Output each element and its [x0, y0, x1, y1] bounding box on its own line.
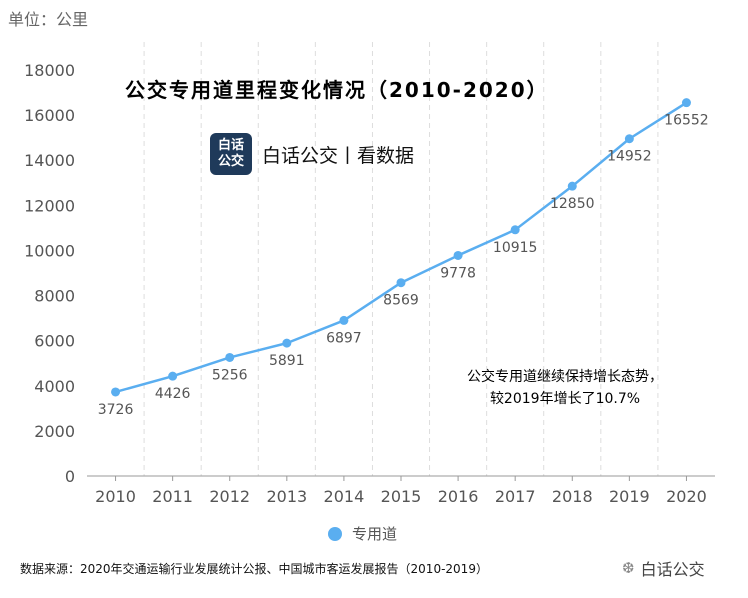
data-label: 4426 [155, 386, 191, 402]
y-tick-label: 0 [65, 467, 75, 486]
brand-logo-line2: 公交 [217, 154, 244, 169]
wechat-icon: ❆ [622, 559, 635, 577]
legend-marker-icon [328, 526, 342, 541]
y-tick-label: 6000 [34, 332, 75, 351]
legend-label: 专用道 [352, 525, 398, 543]
data-point [111, 387, 121, 397]
data-point [396, 278, 406, 288]
data-source: 数据来源：2020年交通运输行业发展统计公报、中国城市客运发展报告（2010-2… [20, 562, 488, 576]
growth-annotation: 公交专用道继续保持增长态势， 较2019年增长了10.7% [445, 366, 685, 410]
x-tick-label: 2020 [666, 487, 707, 506]
brand-logo-icon: 白话 公交 [210, 133, 252, 175]
y-tick-label: 2000 [34, 422, 75, 441]
data-point [567, 181, 577, 191]
x-tick-label: 2016 [438, 487, 479, 506]
x-tick-label: 2011 [152, 487, 193, 506]
data-point [168, 371, 178, 381]
x-tick-label: 2019 [609, 487, 650, 506]
x-tick-label: 2018 [552, 487, 593, 506]
data-label: 12850 [550, 196, 595, 212]
data-point [453, 250, 463, 260]
annotation-line2: 较2019年增长了10.7% [489, 391, 641, 407]
data-label: 5891 [269, 353, 305, 369]
data-point [624, 134, 634, 144]
y-tick-label: 16000 [24, 106, 75, 125]
legend[interactable]: 专用道 [328, 523, 397, 544]
y-tick-label: 14000 [24, 151, 75, 170]
data-label: 14952 [607, 149, 652, 165]
data-point [339, 315, 349, 325]
data-label: 8569 [383, 293, 419, 309]
y-tick-label: 10000 [24, 241, 75, 260]
watermark: ❆ 白话公交 [622, 556, 705, 580]
data-label: 6897 [326, 330, 362, 346]
y-tick-label: 18000 [24, 61, 75, 80]
y-tick-label: 8000 [34, 287, 75, 306]
x-tick-label: 2010 [95, 487, 136, 506]
data-label: 9778 [440, 265, 476, 281]
data-point [510, 225, 520, 235]
data-point [681, 98, 691, 108]
y-tick-label: 4000 [34, 377, 75, 396]
data-label: 3726 [98, 402, 134, 418]
x-tick-label: 2014 [324, 487, 365, 506]
x-tick-label: 2017 [495, 487, 536, 506]
data-label: 10915 [493, 240, 538, 256]
brand-text: 白话公交丨看数据 [262, 144, 415, 167]
data-point [225, 352, 235, 362]
unit-label: 单位：公里 [8, 10, 89, 29]
data-label: 5256 [212, 367, 248, 383]
y-tick-label: 12000 [24, 196, 75, 215]
x-tick-label: 2013 [266, 487, 307, 506]
data-point [282, 338, 292, 348]
watermark-text: 白话公交 [640, 560, 705, 579]
brand-logo-line1: 白话 [217, 138, 244, 153]
data-label: 16552 [664, 113, 709, 129]
chart-title: 公交专用道里程变化情况（2010-2020） [125, 78, 549, 102]
x-tick-label: 2015 [381, 487, 422, 506]
annotation-line1: 公交专用道继续保持增长态势， [467, 369, 663, 385]
brand-badge: 白话 公交 白话公交丨看数据 [210, 133, 414, 175]
x-tick-label: 2012 [209, 487, 250, 506]
